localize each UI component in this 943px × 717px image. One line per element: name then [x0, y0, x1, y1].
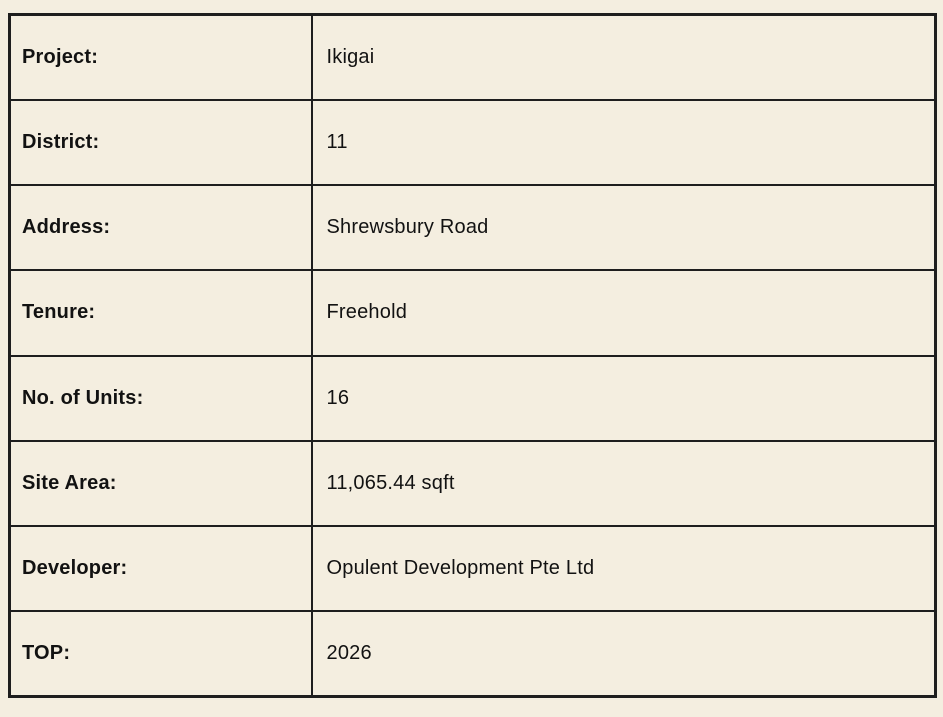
row-label: Site Area: — [8, 439, 313, 528]
table-row: Project: Ikigai — [8, 13, 937, 101]
table-row: Tenure: Freehold — [8, 269, 937, 357]
row-value: 16 — [310, 354, 937, 442]
row-label: District: — [8, 98, 313, 187]
table-row: Site Area: 11,065.44 sqft — [8, 439, 937, 528]
table-row: Developer: Opulent Development Pte Ltd — [8, 524, 937, 613]
row-label: Developer: — [8, 524, 313, 613]
row-value: Shrewsbury Road — [310, 183, 937, 272]
row-value: Freehold — [310, 269, 937, 357]
row-value: 11,065.44 sqft — [310, 439, 937, 528]
project-info-rows: Project: Ikigai District: 11 Address: Shrewsb… — [8, 13, 937, 698]
row-value: Opulent Development Pte Ltd — [310, 524, 937, 613]
project-info-table: Project: Ikigai District: 11 Address: Shrewsb… — [8, 13, 937, 698]
table-row: No. of Units: 16 — [8, 354, 937, 442]
row-label: Tenure: — [8, 269, 313, 357]
table-row: District: 11 — [8, 98, 937, 187]
row-value: 11 — [310, 98, 937, 187]
row-value: Ikigai — [310, 13, 937, 101]
row-label: TOP: — [8, 610, 313, 698]
table-row: Address: Shrewsbury Road — [8, 183, 937, 272]
row-label: No. of Units: — [8, 354, 313, 442]
row-value: 2026 — [310, 610, 937, 698]
row-label: Address: — [8, 183, 313, 272]
row-label: Project: — [8, 13, 313, 101]
table-row: TOP: 2026 — [8, 610, 937, 698]
